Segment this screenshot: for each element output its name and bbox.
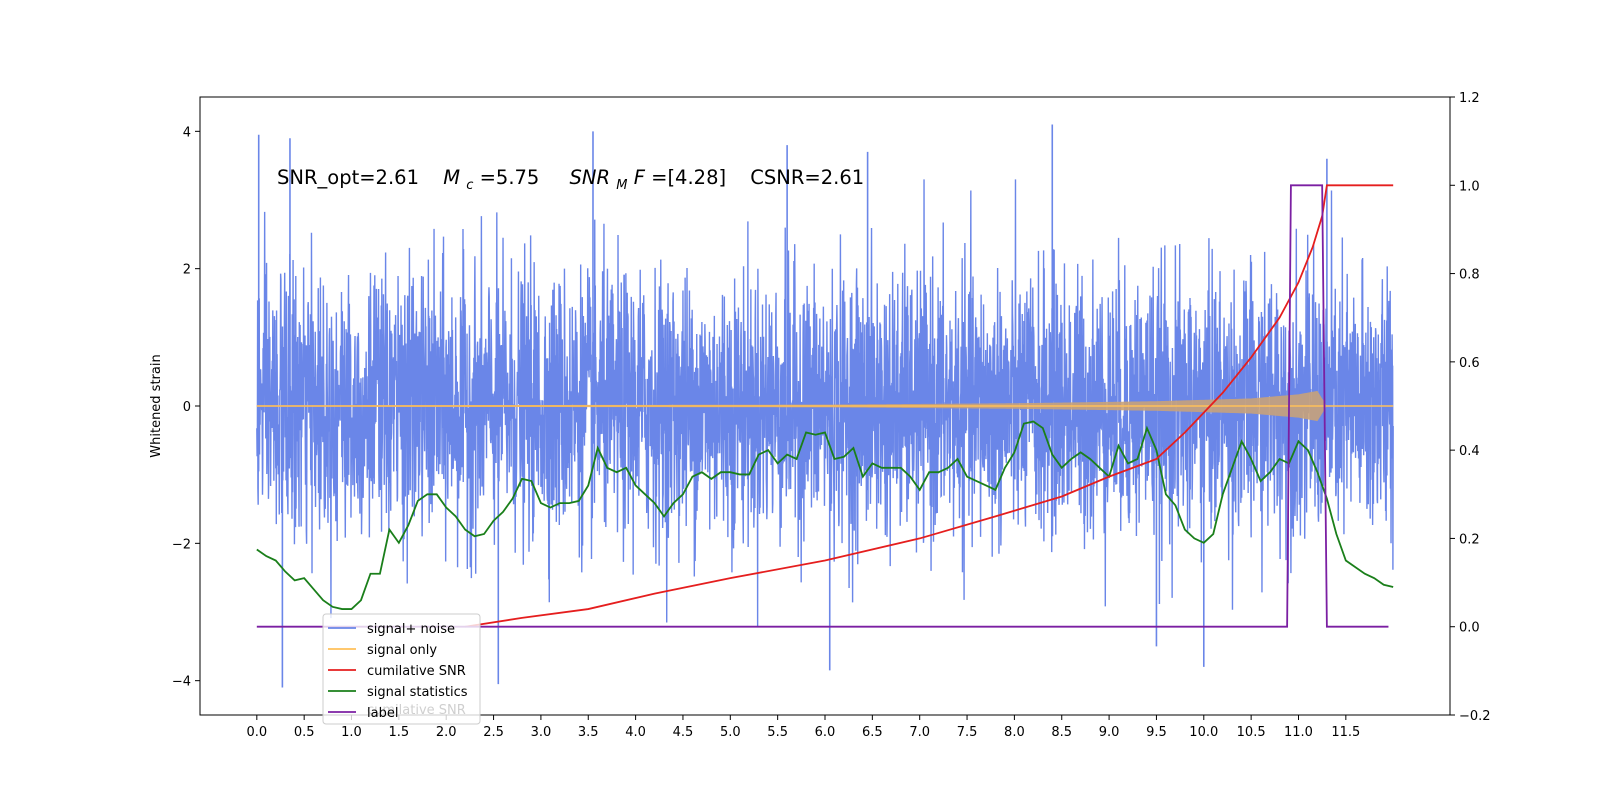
y-right-tick-label: 1.2 (1459, 91, 1480, 106)
x-tick-label: 1.0 (341, 725, 362, 740)
y-right-tick-label: 0.4 (1459, 444, 1480, 459)
x-tick-label: 0.0 (246, 725, 267, 740)
series-cumilative-snr-line (465, 184, 1394, 628)
annotation-csnr: CSNR=2.61 (750, 166, 864, 189)
y-left-tick-label: 4 (183, 125, 191, 140)
y-axis-left: 4 2 0 −2 −4 (172, 125, 200, 690)
legend-label: signal+ noise (367, 622, 455, 637)
plot-area (256, 124, 1394, 688)
x-tick-label: 6.0 (815, 725, 836, 740)
x-tick-label: 7.0 (909, 725, 930, 740)
x-tick-label: 8.0 (1004, 725, 1025, 740)
chart-annotation: SNR_opt=2.61 M c =5.75 SNR M F =[4.28] C… (277, 166, 864, 194)
legend-frame (322, 613, 481, 725)
x-tick-label: 2.0 (436, 725, 457, 740)
annotation-mc-symbol: M (443, 166, 460, 189)
x-tick-label: 10.5 (1237, 725, 1266, 740)
y-right-tick-label: 0.0 (1459, 621, 1480, 636)
x-tick-label: 11.0 (1284, 725, 1313, 740)
x-tick-label: 7.5 (957, 725, 978, 740)
x-tick-label: 9.5 (1146, 725, 1167, 740)
x-axis: 0.0 0.5 1.0 1.5 2.0 2.5 3.0 3.5 4.0 4.5 5.0 5.5 6.0 6… (246, 715, 1360, 740)
annotation-mf-sub: M (616, 178, 627, 193)
x-tick-label: 2.5 (483, 725, 504, 740)
y-left-tick-label: −2 (172, 537, 191, 552)
legend-overlap-text: cumilative SNR (367, 703, 466, 718)
x-tick-label: 5.5 (767, 725, 788, 740)
x-tick-label: 5.0 (720, 725, 741, 740)
series-signal-statistics-line (256, 420, 1394, 610)
x-tick-label: 3.0 (531, 725, 552, 740)
series-label-line (256, 184, 1389, 628)
y-right-tick-label: −0.2 (1459, 709, 1491, 724)
x-tick-label: 0.5 (294, 725, 315, 740)
annotation-snr-opt: SNR_opt=2.61 (277, 166, 419, 189)
y-right-tick-label: 1.0 (1459, 179, 1480, 194)
x-tick-label: 6.5 (862, 725, 883, 740)
x-tick-label: 8.5 (1051, 725, 1072, 740)
legend-label: signal only (367, 643, 437, 658)
legend-label: signal statistics (367, 685, 468, 700)
x-tick-label: 9.0 (1099, 725, 1120, 740)
annotation-mf-symbol2: F (634, 166, 646, 189)
y-axis-left-label: Whitened strain (149, 354, 164, 457)
annotation-mf-value: =[4.28] (651, 166, 726, 189)
y-right-tick-label: 0.2 (1459, 532, 1480, 547)
x-tick-label: 1.5 (389, 725, 410, 740)
y-right-tick-label: 0.8 (1459, 268, 1480, 283)
legend: cumilative SNR signal+ noise signal only c… (322, 613, 481, 725)
x-tick-label: 3.5 (578, 725, 599, 740)
y-axis-right: 1.2 1.0 0.8 0.6 0.4 0.2 0.0 −0.2 (1450, 91, 1491, 724)
x-tick-label: 4.0 (625, 725, 646, 740)
annotation-mc-value: =5.75 (480, 166, 540, 189)
x-tick-label: 4.5 (673, 725, 694, 740)
y-left-tick-label: −4 (172, 675, 191, 690)
legend-label: cumilative SNR (367, 664, 466, 679)
x-tick-label: 11.5 (1331, 725, 1360, 740)
x-tick-label: 10.0 (1189, 725, 1218, 740)
y-left-tick-label: 2 (183, 263, 191, 278)
y-left-tick-label: 0 (183, 400, 191, 415)
annotation-mc-sub: c (466, 178, 473, 193)
y-right-tick-label: 0.6 (1459, 356, 1480, 371)
legend-label: label (367, 706, 398, 721)
annotation-mf-symbol: SNR (570, 166, 611, 189)
